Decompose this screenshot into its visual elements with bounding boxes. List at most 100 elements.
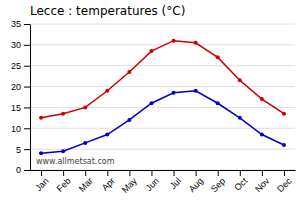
x-tick: Dec (275, 170, 294, 194)
x-tick-label: Oct (232, 175, 249, 192)
x-axis: Jan FebMar AprMay Jun Jul AugSep OctNovDec (31, 170, 296, 195)
grid-line (30, 107, 295, 108)
x-tick-mark (196, 170, 197, 176)
y-tick-mark (24, 128, 30, 129)
x-tick: Mar (77, 170, 95, 194)
x-tick-label: Apr (100, 176, 117, 193)
y-tick: 35 (11, 19, 30, 29)
x-tick-mark (284, 170, 285, 176)
series-point (61, 149, 65, 153)
plot-area: Jan FebMar AprMay Jun Jul AugSep OctNovDec 0 5 10… (11, 19, 296, 195)
y-tick-mark (24, 149, 30, 150)
grid (30, 24, 295, 170)
series-line (41, 41, 284, 118)
x-tick-mark (240, 170, 241, 176)
series-point (149, 49, 153, 53)
series-point (39, 116, 43, 120)
series-point (194, 89, 198, 93)
x-tick: Oct (232, 170, 249, 193)
series-point (172, 39, 176, 43)
series-point (83, 141, 87, 145)
x-tick: Nov (253, 170, 272, 194)
x-tick-mark (218, 170, 219, 176)
chart: Jan FebMar AprMay Jun Jul AugSep OctNovDec 0 5 10… (0, 0, 305, 200)
x-tick-mark (85, 170, 86, 176)
grid-line (30, 170, 295, 171)
grid-line (30, 86, 295, 87)
y-tick-label: 20 (11, 82, 21, 92)
series-group (39, 39, 286, 156)
y-tick-mark (24, 87, 30, 88)
series-point (216, 101, 220, 105)
x-tick: Jun (144, 170, 161, 193)
x-tick-mark (41, 170, 42, 176)
series-point (238, 116, 242, 120)
series-point (260, 133, 264, 137)
series-line (41, 91, 284, 154)
x-tick-mark (107, 170, 108, 176)
x-tick-mark (151, 170, 152, 176)
y-tick: 30 (11, 40, 30, 50)
y-axis-line (30, 25, 31, 171)
series-point (238, 78, 242, 82)
y-tick-mark (24, 170, 30, 171)
x-tick: May (120, 170, 139, 195)
y-tick: 20 (11, 82, 30, 92)
x-tick-label: May (120, 175, 139, 194)
series-point (127, 70, 131, 74)
grid-line (30, 65, 295, 66)
series-point (194, 41, 198, 45)
series-point (149, 101, 153, 105)
y-tick-label: 0 (16, 165, 21, 175)
x-tick-label: Jan (33, 176, 50, 193)
y-tick: 15 (11, 103, 30, 113)
series-point (127, 118, 131, 122)
series-point (105, 89, 109, 93)
grid-line (30, 24, 295, 25)
x-tick: Jan (33, 170, 50, 193)
y-tick-label: 35 (11, 19, 21, 29)
x-tick: Jul (168, 170, 183, 191)
y-tick-label: 15 (11, 103, 21, 113)
x-tick-mark (262, 170, 263, 176)
x-tick: Sep (209, 170, 227, 194)
x-tick-label: Sep (209, 176, 227, 194)
y-tick-mark (24, 24, 30, 25)
y-tick: 0 (16, 165, 30, 175)
series-point (61, 112, 65, 116)
y-tick-mark (24, 66, 30, 67)
y-tick: 10 (11, 124, 30, 134)
annotation: www.allmetsat.com (36, 157, 115, 166)
series-point (105, 133, 109, 137)
x-tick-label: Dec (275, 175, 294, 194)
series-point (216, 55, 220, 59)
y-tick: 5 (16, 145, 30, 155)
y-tick-label: 10 (11, 124, 21, 134)
y-tick-label: 30 (11, 40, 21, 50)
x-tick: Apr (100, 170, 117, 193)
x-tick: Feb (55, 170, 73, 194)
title: Lecce : temperatures (°C) (30, 4, 185, 18)
series-point (172, 91, 176, 95)
y-tick-mark (24, 107, 30, 108)
x-tick: Aug (187, 170, 205, 194)
y-tick-label: 25 (11, 61, 21, 71)
x-axis-line (31, 170, 296, 171)
x-tick-mark (129, 170, 130, 176)
series-point (39, 151, 43, 155)
series-point (282, 112, 286, 116)
x-tick-label: Feb (55, 176, 73, 194)
x-tick-mark (174, 170, 175, 176)
x-tick-label: Aug (187, 176, 205, 194)
x-tick-label: Jun (144, 176, 161, 193)
x-tick-label: Mar (77, 176, 95, 194)
x-tick-label: Nov (253, 175, 272, 194)
series-point (282, 143, 286, 147)
y-tick: 25 (11, 61, 30, 71)
series-point (83, 105, 87, 109)
y-tick-label: 5 (16, 145, 21, 155)
x-tick-label: Jul (168, 176, 183, 191)
y-tick-mark (24, 45, 30, 46)
y-axis: 0 5 10 15 20 25 30 35 (11, 19, 31, 175)
x-tick-mark (63, 170, 64, 176)
